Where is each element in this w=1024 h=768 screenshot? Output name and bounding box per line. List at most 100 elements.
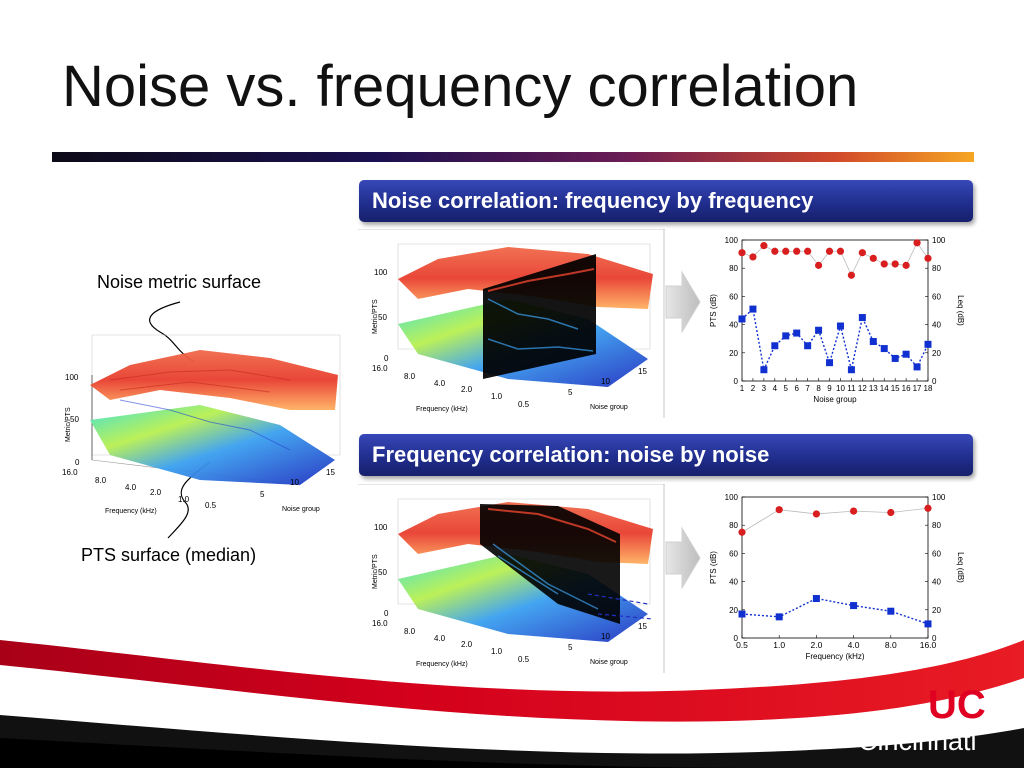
leq-point — [812, 510, 820, 518]
freq-tick: 16.0 — [372, 364, 388, 373]
x-tick-label: 11 — [847, 384, 856, 393]
freq-tick: 2.0 — [150, 488, 162, 497]
freq-tick: 8.0 — [95, 476, 107, 485]
y-tick-label: 100 — [725, 236, 739, 245]
leq-point — [775, 506, 783, 514]
x-tick-label: 7 — [805, 384, 810, 393]
leq-point — [836, 247, 845, 255]
pts-point — [804, 342, 812, 350]
x-tick-label: 15 — [891, 384, 900, 393]
leq-point — [924, 254, 932, 262]
z-tick: 50 — [70, 415, 79, 424]
group-tick: 15 — [326, 468, 335, 477]
logo-top-line: UNIVERSITY OF — [840, 713, 931, 725]
pts-point — [913, 363, 921, 371]
y2-tick-label: 0 — [932, 377, 937, 386]
y-tick-label: 80 — [729, 521, 738, 530]
z-tick: 100 — [374, 523, 388, 532]
pts-point — [847, 366, 855, 374]
pts-point — [775, 613, 783, 621]
pts-point — [815, 326, 823, 334]
group-tick: 15 — [638, 622, 647, 631]
caption-pts-surface: PTS surface (median) — [81, 545, 257, 565]
group-tick: 5 — [568, 643, 573, 652]
uc-mark: UC — [928, 683, 986, 727]
freq-tick: 0.5 — [518, 655, 530, 664]
freq-tick: 8.0 — [404, 627, 416, 636]
pts-point — [880, 345, 888, 353]
freq-axis-label: Frequency (kHz) — [416, 406, 468, 413]
leq-point — [924, 504, 932, 512]
freq-axis-label: Frequency (kHz) — [416, 661, 468, 668]
freq-tick: 0.5 — [518, 400, 530, 409]
banner-frequency-correlation: Frequency correlation: noise by noise — [359, 434, 973, 476]
y-tick-label: 60 — [729, 549, 738, 558]
x-tick-label: 13 — [869, 384, 878, 393]
leq-series-line — [741, 242, 929, 277]
pts-point — [902, 350, 910, 358]
pts-point — [738, 315, 746, 323]
x-tick-label: 4 — [773, 384, 778, 393]
x-tick-label: 10 — [836, 384, 845, 393]
pts-point — [887, 607, 895, 615]
plot-frame — [741, 496, 929, 639]
y2-tick-label: 80 — [932, 264, 941, 273]
pts-point — [924, 620, 932, 628]
caption-noise-metric-surface: Noise metric surface — [97, 272, 262, 292]
y2-tick-label: 20 — [932, 349, 941, 358]
leq-point — [902, 261, 910, 269]
pts-point — [738, 610, 746, 618]
surface-plot-frequency-slice: 100 50 0 Metric/PTS 16.0 8.0 4.0 2.0 1.0… — [358, 228, 665, 418]
leq-point — [887, 508, 895, 517]
x-tick-label: 5 — [784, 384, 789, 393]
leq-point — [749, 253, 757, 261]
x-tick-label: 2 — [751, 384, 756, 393]
pts-point — [836, 322, 844, 330]
surface-plot-left: 100 50 0 Metric/PTS 16.0 8.0 4.0 2.0 1.0… — [50, 330, 350, 525]
y-tick-label: 80 — [729, 264, 738, 273]
group-axis-label: Noise group — [590, 659, 628, 666]
group-tick: 5 — [568, 388, 573, 397]
x-tick-label: 17 — [913, 384, 922, 393]
group-tick: 5 — [260, 490, 265, 499]
pts-point — [869, 338, 877, 346]
freq-tick: 1.0 — [491, 392, 503, 401]
z-tick: 50 — [378, 313, 387, 322]
freq-tick: 8.0 — [404, 372, 416, 381]
y2-tick-label: 100 — [932, 236, 946, 245]
y2-axis-label: Leq (dB) — [956, 552, 965, 583]
y2-tick-label: 40 — [932, 578, 941, 587]
pts-point — [760, 366, 768, 374]
x-tick-label: 1 — [740, 384, 745, 393]
y2-tick-label: 60 — [932, 549, 941, 558]
z-axis-label: Metric/PTS — [65, 407, 72, 442]
z-tick: 0 — [384, 354, 389, 363]
pts-point — [771, 342, 779, 350]
x-axis-label: Frequency (kHz) — [805, 652, 864, 661]
z-tick: 100 — [65, 373, 79, 382]
group-tick: 10 — [290, 478, 299, 487]
leq-series-line — [741, 507, 929, 533]
freq-tick: 16.0 — [372, 619, 388, 628]
pts-point — [826, 359, 834, 367]
leq-point — [793, 247, 801, 255]
leq-point — [847, 271, 856, 279]
y-tick-label: 20 — [729, 349, 738, 358]
y-tick-label: 0 — [734, 377, 739, 386]
y2-tick-label: 60 — [932, 292, 941, 301]
leq-point — [891, 260, 899, 268]
y2-tick-label: 80 — [932, 521, 941, 530]
x-tick-label: 9 — [827, 384, 832, 393]
leq-point — [880, 260, 888, 268]
y2-tick-label: 20 — [932, 606, 941, 615]
pts-series-line — [741, 597, 929, 625]
freq-tick: 2.0 — [461, 640, 473, 649]
y-tick-label: 0 — [734, 634, 739, 643]
chart-frequency: 0 0 20 20 40 40 60 60 80 80 100 100 0.5 1.0 2.0 4.0 8.0 1… — [709, 493, 965, 661]
z-tick: 0 — [75, 458, 80, 467]
pts-point — [812, 595, 820, 603]
z-tick: 50 — [378, 568, 387, 577]
leq-point — [782, 247, 790, 255]
x-tick-label: 8.0 — [885, 640, 897, 650]
x-tick-label: 14 — [880, 384, 889, 393]
